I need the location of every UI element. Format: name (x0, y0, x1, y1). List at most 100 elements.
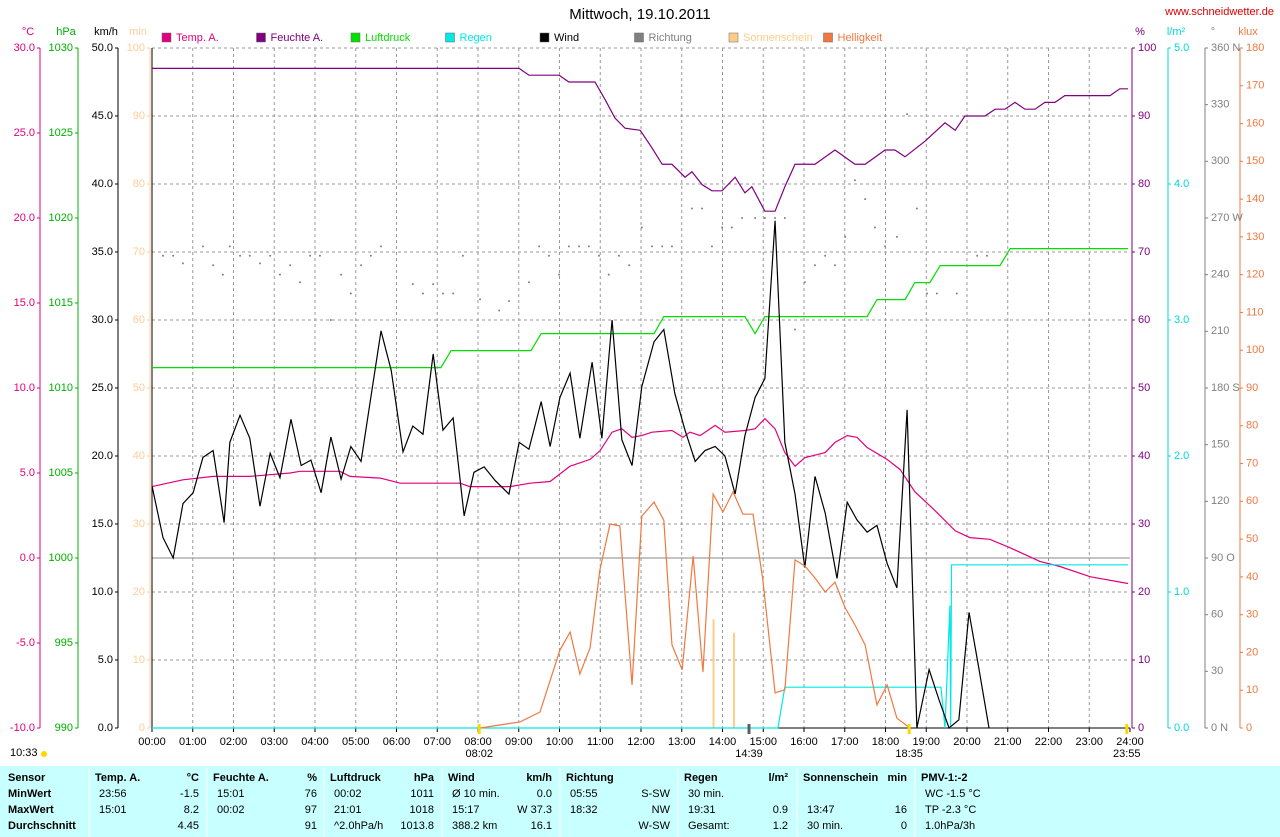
direction-dot (479, 298, 482, 301)
direction-dot (926, 292, 929, 295)
y-tick-label: 10.0 (92, 586, 113, 598)
cell-left: 15:17 (452, 804, 480, 816)
cell-right: 16.1 (531, 820, 552, 832)
direction-dot (527, 281, 530, 284)
y-tick-label: 0.0 (20, 552, 35, 564)
direction-dot (558, 273, 561, 276)
cell-left: 23:56 (99, 788, 127, 800)
cell-left: 15:01 (99, 804, 127, 816)
x-tick-label: 21:00 (994, 736, 1022, 748)
legend-label: Richtung (649, 32, 692, 44)
y-axis-unit: km/h (94, 26, 118, 38)
y-tick-label: 20 (1246, 646, 1258, 658)
column-unit: min (887, 772, 907, 784)
cell-left: WC -1.5 °C (925, 788, 981, 800)
y-tick-label: 40 (1246, 571, 1258, 583)
series-line (152, 248, 1128, 369)
x-tick-label: 24:00 (1116, 736, 1144, 748)
y-tick-label: 110 (1246, 306, 1264, 318)
x-tick-label: 01:00 (179, 736, 207, 748)
cell-left: 30 min. (807, 820, 843, 832)
annotation-label: 18:35 (895, 748, 923, 760)
column-header: Regen (684, 772, 718, 784)
y-tick-label: 180 (1246, 42, 1264, 54)
direction-dot (432, 283, 435, 286)
y-axis-unit: % (1135, 26, 1145, 38)
series-line (152, 564, 1128, 729)
direction-dot (915, 207, 918, 210)
y-tick-label: 1015 (49, 297, 73, 309)
y-tick-label: 160 (1246, 117, 1264, 129)
column-unit: °C (187, 772, 199, 784)
y-tick-label: 20 (1138, 586, 1150, 598)
y-tick-label: 70 (1246, 457, 1258, 469)
x-tick-label: 20:00 (953, 736, 981, 748)
y-tick-label: 40.0 (92, 178, 113, 190)
legend-swatch (823, 32, 833, 43)
direction-dot (628, 264, 631, 267)
y-tick-label: 80 (1246, 420, 1258, 432)
direction-dot (162, 254, 165, 257)
x-tick-label: 03:00 (260, 736, 288, 748)
legend-swatch (539, 32, 550, 43)
x-tick-label: 14:00 (709, 736, 737, 748)
direction-dot (461, 254, 464, 257)
annotation-label: 23:55 (1113, 748, 1141, 760)
column-unit: km/h (526, 772, 552, 784)
y-tick-label: 70 (133, 246, 145, 258)
annotation-label: 14:39 (735, 748, 763, 760)
x-tick-label: 00:00 (138, 736, 166, 748)
series-line (151, 220, 990, 730)
y-tick-label: 25.0 (92, 382, 113, 394)
x-tick-label: 07:00 (423, 736, 451, 748)
row-label: Durchschnitt (8, 820, 76, 832)
y-tick-label: 1025 (49, 127, 73, 139)
direction-dot (349, 292, 352, 295)
y-axis-unit: min (129, 26, 147, 38)
y-tick-label: 3.0 (1174, 314, 1189, 326)
cell-left: 13:47 (807, 804, 835, 816)
column-header: Luftdruck (330, 772, 382, 784)
x-tick-label: 22:00 (1035, 736, 1063, 748)
direction-dot (421, 292, 424, 295)
y-tick-label: 60 (133, 314, 145, 326)
y-axis-unit: °C (22, 26, 34, 38)
x-tick-label: 11:00 (587, 736, 614, 748)
y-tick-label: 120 (1246, 269, 1264, 281)
column-header: Feuchte A. (213, 772, 269, 784)
chart-title: Mittwoch, 19.10.2011 (569, 6, 710, 23)
cell-left: 00:02 (217, 804, 245, 816)
legend-swatch (445, 32, 455, 43)
cell-left: 30 min. (688, 788, 724, 800)
y-tick-label: 0.0 (98, 722, 113, 734)
y-tick-label: 990 (55, 722, 73, 734)
y-tick-label: 90 (1138, 110, 1150, 122)
y-tick-label: 120 (1211, 495, 1229, 507)
direction-dot (824, 254, 827, 257)
direction-dot (607, 273, 610, 276)
y-tick-label: 20.0 (14, 212, 35, 224)
y-tick-label: 10.0 (14, 382, 35, 394)
y-tick-label: 40 (133, 450, 145, 462)
cell-right: 4.45 (178, 820, 199, 832)
cell-right: NW (652, 804, 671, 816)
table-corner: Sensor (8, 772, 46, 784)
y-tick-label: -10.0 (10, 722, 35, 734)
cell-right: 1.2 (773, 820, 788, 832)
direction-dot (651, 245, 654, 248)
direction-dot (278, 273, 281, 276)
y-tick-label: 5.0 (20, 467, 35, 479)
direction-dot (833, 264, 836, 267)
direction-dot (976, 254, 979, 257)
table-background (0, 766, 1280, 837)
x-tick-label: 04:00 (301, 736, 329, 748)
y-tick-label: 90 (1246, 382, 1258, 394)
y-tick-label: 140 (1246, 193, 1264, 205)
y-tick-label: -5.0 (16, 637, 35, 649)
cell-right: 97 (305, 804, 317, 816)
direction-dot (547, 254, 550, 257)
direction-dot (690, 207, 693, 210)
legend-label: Feuchte A. (271, 32, 324, 44)
cell-left: 18:32 (570, 804, 598, 816)
y-tick-label: 80 (133, 178, 145, 190)
